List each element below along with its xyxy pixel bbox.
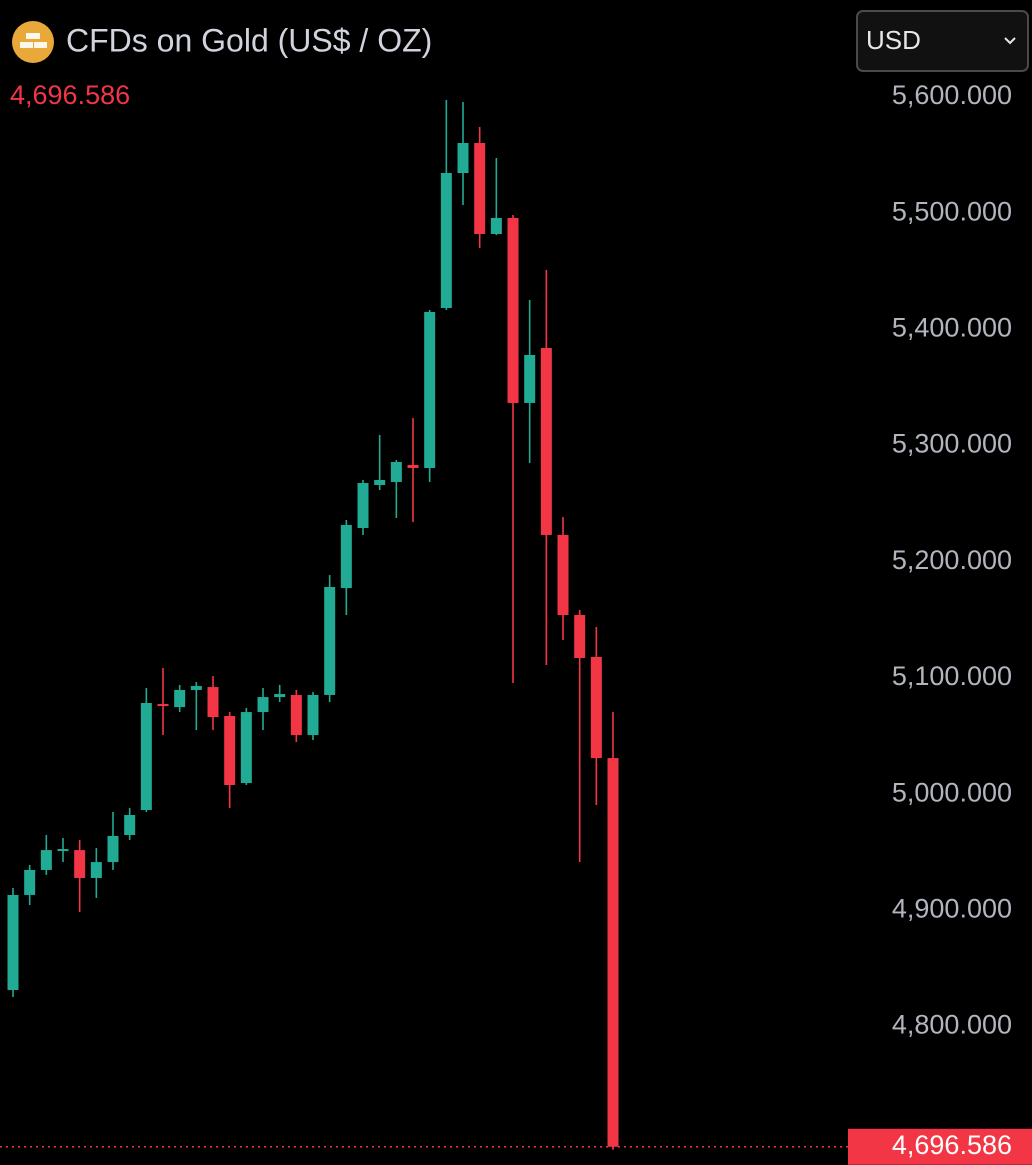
candle-body — [74, 850, 86, 878]
candle-body — [174, 689, 186, 708]
y-tick-label: 4,800.000 — [892, 1010, 1012, 1040]
candle-body — [340, 524, 352, 589]
candle-body — [357, 483, 369, 528]
y-tick-label: 5,500.000 — [892, 196, 1012, 226]
candle-body — [40, 850, 52, 870]
candle-body — [424, 311, 436, 469]
candle-body — [257, 697, 269, 713]
candle-body — [524, 354, 536, 403]
chart-title: CFDs on Gold (US$ / OZ) — [66, 22, 432, 58]
candle-body — [107, 836, 119, 863]
y-tick-label: 5,600.000 — [892, 80, 1012, 110]
currency-label[interactable]: USD — [866, 25, 921, 55]
candle-body — [274, 694, 286, 698]
y-tick-label: 5,200.000 — [892, 545, 1012, 575]
candle-body — [574, 615, 586, 659]
last-price-box — [848, 1128, 1032, 1165]
candle-body — [124, 814, 136, 835]
candle-body — [607, 758, 619, 1147]
candle-body — [540, 347, 552, 535]
candle-body — [590, 656, 602, 759]
candle-body — [557, 534, 569, 616]
currency-select[interactable]: USD — [856, 10, 1029, 72]
candle-body — [457, 143, 469, 173]
y-tick-label: 4,900.000 — [892, 894, 1012, 924]
candle-body — [407, 465, 419, 469]
candle-body — [24, 869, 36, 895]
candle-body — [307, 694, 319, 736]
candle-body — [324, 587, 336, 695]
last-price-label: 4,696.586 — [892, 1130, 1012, 1160]
y-tick-label: 5,400.000 — [892, 313, 1012, 343]
candle-body — [207, 687, 219, 718]
gold-icon — [12, 21, 54, 63]
candle-body — [157, 704, 169, 707]
y-tick-label: 5,300.000 — [892, 429, 1012, 459]
y-tick-label: 5,100.000 — [892, 661, 1012, 691]
candle-body — [140, 702, 152, 811]
candle-body — [57, 849, 69, 852]
candle-body — [290, 694, 302, 736]
candle-body — [440, 172, 452, 309]
candle-body — [374, 479, 386, 485]
candle-body — [224, 715, 236, 786]
candle-body — [474, 143, 486, 234]
candle-body — [507, 217, 519, 403]
candle-body — [90, 862, 102, 878]
candle-body — [390, 461, 402, 482]
candle-body — [240, 712, 252, 784]
candle-body — [190, 686, 202, 690]
current-price: 4,696.586 — [10, 80, 130, 110]
y-tick-label: 5,000.000 — [892, 777, 1012, 807]
candle-body — [7, 894, 19, 990]
candle-body — [490, 217, 502, 234]
